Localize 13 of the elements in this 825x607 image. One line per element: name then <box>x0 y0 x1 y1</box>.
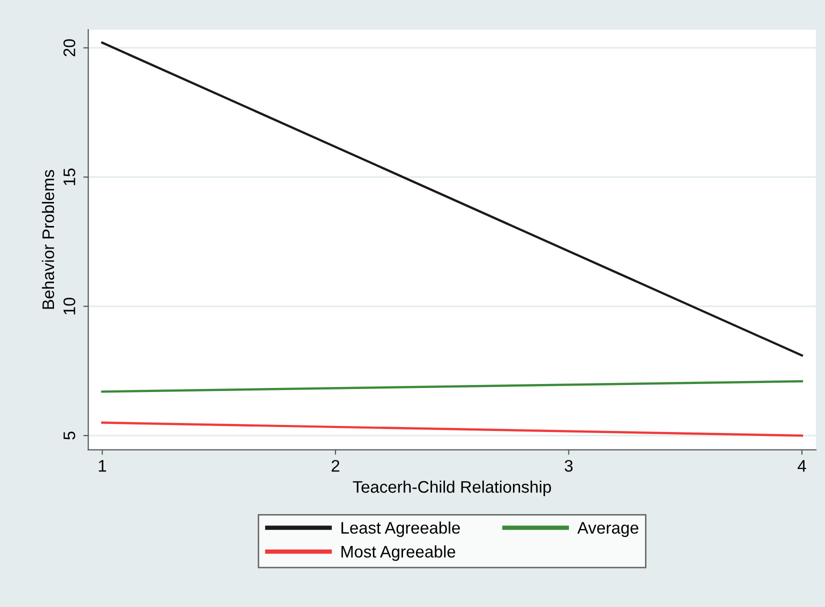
legend-label: Average <box>577 522 638 538</box>
x-tick-label: 3 <box>564 460 573 472</box>
x-axis-title: Teacerh-Child Relationship <box>352 480 551 496</box>
legend-label: Most Agreeable <box>342 545 456 561</box>
y-axis-title: Behavior Problems <box>42 170 54 309</box>
y-tick-label: 15 <box>64 168 76 186</box>
y-tick-label: 10 <box>63 298 76 314</box>
legend-label: Least Agreeable <box>342 521 460 538</box>
x-tick-label: 4 <box>798 460 806 472</box>
x-tick-label: 1 <box>98 460 106 472</box>
x-tick-label: 2 <box>332 460 340 472</box>
y-tick-label: 20 <box>63 39 76 56</box>
y-tick-label: 5 <box>64 432 76 440</box>
